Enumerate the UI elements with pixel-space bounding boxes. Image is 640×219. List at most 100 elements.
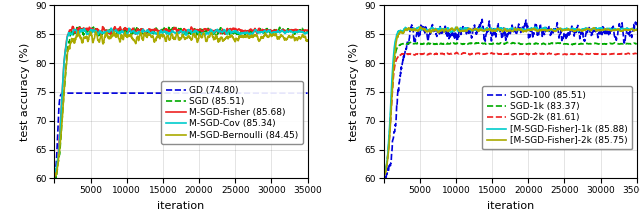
Legend: SGD-100 (85.51), SGD-1k (83.37), SGD-2k (81.61), [M-SGD-Fisher]-1k (85.88), [M-S: SGD-100 (85.51), SGD-1k (83.37), SGD-2k … <box>482 87 632 149</box>
X-axis label: iteration: iteration <box>157 201 205 211</box>
[M-SGD-Fisher]-1k (85.88) <box>492 28 499 30</box>
M-SGD-Bernoulli (84.45) <box>74 30 82 33</box>
SGD-2k (81.61) <box>380 174 387 177</box>
SGD (85.51) <box>76 26 84 28</box>
Line: M-SGD-Cov (85.34): M-SGD-Cov (85.34) <box>54 28 308 174</box>
GD (74.80) <box>253 92 260 94</box>
SGD (85.51) <box>52 176 60 179</box>
M-SGD-Fisher (85.68) <box>225 29 232 32</box>
SGD (85.51) <box>248 30 256 33</box>
M-SGD-Bernoulli (84.45) <box>163 38 170 41</box>
[M-SGD-Fisher]-1k (85.88) <box>582 26 589 29</box>
Legend: GD (74.80), SGD (85.51), M-SGD-Fisher (85.68), M-SGD-Cov (85.34), M-SGD-Bernoull: GD (74.80), SGD (85.51), M-SGD-Fisher (8… <box>161 81 303 144</box>
[M-SGD-Fisher]-1k (85.88) <box>633 28 640 30</box>
M-SGD-Bernoulli (84.45) <box>304 39 312 41</box>
M-SGD-Cov (85.34) <box>248 32 256 35</box>
M-SGD-Fisher (85.68) <box>163 28 170 31</box>
Line: SGD (85.51): SGD (85.51) <box>54 27 308 178</box>
SGD-1k (83.37) <box>554 42 561 44</box>
M-SGD-Cov (85.34) <box>163 30 170 33</box>
[M-SGD-Fisher]-2k (85.75) <box>380 174 388 177</box>
SGD-1k (83.37) <box>582 42 589 45</box>
[M-SGD-Fisher]-2k (85.75) <box>578 30 586 32</box>
M-SGD-Bernoulli (84.45) <box>51 174 58 177</box>
GD (74.80) <box>225 92 232 94</box>
Line: SGD-2k (81.61): SGD-2k (81.61) <box>383 53 637 176</box>
SGD (85.51) <box>163 32 170 35</box>
Line: [M-SGD-Fisher]-1k (85.88): [M-SGD-Fisher]-1k (85.88) <box>383 27 637 175</box>
SGD-1k (83.37) <box>406 41 413 44</box>
[M-SGD-Fisher]-2k (85.75) <box>582 28 590 31</box>
M-SGD-Bernoulli (84.45) <box>51 175 58 177</box>
M-SGD-Fisher (85.68) <box>304 29 312 32</box>
GD (74.80) <box>153 92 161 94</box>
M-SGD-Fisher (85.68) <box>51 175 58 177</box>
SGD-2k (81.61) <box>492 53 499 56</box>
SGD-100 (85.51) <box>382 180 390 183</box>
Y-axis label: test accuracy (%): test accuracy (%) <box>349 43 359 141</box>
[M-SGD-Fisher]-2k (85.75) <box>406 28 413 30</box>
SGD (85.51) <box>225 30 232 33</box>
GD (74.80) <box>163 92 170 94</box>
[M-SGD-Fisher]-2k (85.75) <box>554 28 562 31</box>
SGD-100 (85.51) <box>633 26 640 29</box>
[M-SGD-Fisher]-2k (85.75) <box>633 29 640 32</box>
Line: [M-SGD-Fisher]-2k (85.75): [M-SGD-Fisher]-2k (85.75) <box>383 27 637 175</box>
M-SGD-Cov (85.34) <box>253 30 260 33</box>
M-SGD-Bernoulli (84.45) <box>77 36 84 38</box>
SGD-100 (85.51) <box>478 18 486 21</box>
[M-SGD-Fisher]-1k (85.88) <box>483 28 490 30</box>
SGD (85.51) <box>253 31 260 34</box>
SGD-1k (83.37) <box>492 43 499 46</box>
M-SGD-Fisher (85.68) <box>253 32 260 34</box>
M-SGD-Fisher (85.68) <box>69 25 77 28</box>
SGD-2k (81.61) <box>577 53 585 56</box>
SGD-2k (81.61) <box>554 53 561 55</box>
M-SGD-Bernoulli (84.45) <box>225 35 232 38</box>
M-SGD-Cov (85.34) <box>76 29 84 31</box>
SGD-2k (81.61) <box>453 51 461 54</box>
SGD (85.51) <box>77 28 84 31</box>
M-SGD-Cov (85.34) <box>51 173 58 175</box>
SGD-2k (81.61) <box>483 52 490 55</box>
SGD-100 (85.51) <box>492 33 499 35</box>
M-SGD-Cov (85.34) <box>304 31 312 34</box>
SGD-100 (85.51) <box>582 32 590 35</box>
M-SGD-Cov (85.34) <box>225 30 232 32</box>
[M-SGD-Fisher]-1k (85.88) <box>415 26 422 28</box>
Line: M-SGD-Fisher (85.68): M-SGD-Fisher (85.68) <box>54 26 308 177</box>
M-SGD-Fisher (85.68) <box>51 175 58 178</box>
GD (74.80) <box>304 92 312 94</box>
M-SGD-Bernoulli (84.45) <box>253 34 260 37</box>
[M-SGD-Fisher]-2k (85.75) <box>417 26 425 28</box>
SGD-1k (83.37) <box>406 41 414 44</box>
SGD-100 (85.51) <box>578 31 586 33</box>
SGD-1k (83.37) <box>633 42 640 45</box>
M-SGD-Bernoulli (84.45) <box>248 35 256 38</box>
Line: SGD-100 (85.51): SGD-100 (85.51) <box>383 19 637 182</box>
SGD (85.51) <box>154 29 161 32</box>
M-SGD-Fisher (85.68) <box>154 29 161 31</box>
[M-SGD-Fisher]-1k (85.88) <box>406 28 413 31</box>
SGD (85.51) <box>51 175 58 177</box>
SGD-100 (85.51) <box>380 172 387 175</box>
SGD-100 (85.51) <box>406 34 413 36</box>
[M-SGD-Fisher]-2k (85.75) <box>483 28 490 31</box>
GD (74.80) <box>51 174 58 177</box>
[M-SGD-Fisher]-1k (85.88) <box>577 28 585 31</box>
GD (74.80) <box>76 92 84 94</box>
SGD (85.51) <box>304 31 312 34</box>
SGD-1k (83.37) <box>483 43 490 46</box>
Line: SGD-1k (83.37): SGD-1k (83.37) <box>383 42 637 176</box>
X-axis label: iteration: iteration <box>486 201 534 211</box>
SGD-2k (81.61) <box>633 53 640 55</box>
SGD-100 (85.51) <box>483 32 490 35</box>
M-SGD-Bernoulli (84.45) <box>154 35 161 37</box>
Y-axis label: test accuracy (%): test accuracy (%) <box>20 43 29 141</box>
[M-SGD-Fisher]-2k (85.75) <box>380 174 387 177</box>
SGD-100 (85.51) <box>554 28 562 30</box>
[M-SGD-Fisher]-1k (85.88) <box>554 28 561 31</box>
SGD-2k (81.61) <box>582 53 589 55</box>
M-SGD-Fisher (85.68) <box>248 30 256 33</box>
M-SGD-Fisher (85.68) <box>77 29 84 32</box>
